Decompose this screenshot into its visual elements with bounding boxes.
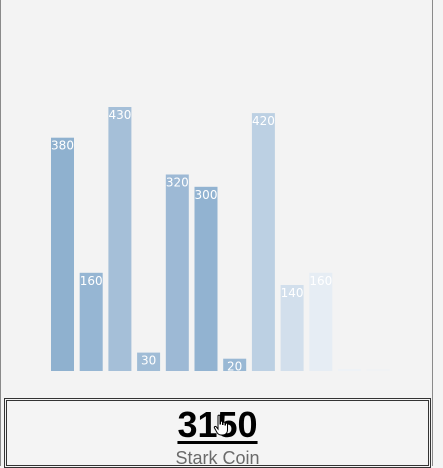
hand-pointer-icon: [213, 414, 228, 436]
bar-11[interactable]: [338, 369, 361, 371]
bar-3[interactable]: [108, 107, 132, 371]
bar-value-label: 160: [80, 274, 103, 288]
currency-label: Stark Coin: [175, 448, 260, 468]
bar-5[interactable]: [165, 174, 189, 372]
bar-value-label: 160: [309, 274, 332, 288]
bar-value-label: 320: [166, 176, 189, 190]
bar-7[interactable]: [223, 358, 247, 371]
bar-value-label: 430: [108, 108, 131, 122]
bar-8[interactable]: [251, 113, 275, 371]
bar-value-label: 380: [51, 139, 74, 153]
bar-chart: 380 160 430 30 320 300 20 420 140 160: [1, 0, 434, 395]
bar-value-label: 30: [141, 354, 156, 368]
bar-2[interactable]: [79, 272, 103, 371]
bar-6[interactable]: [194, 186, 218, 371]
bar-value-label: 420: [252, 114, 275, 128]
bar-9[interactable]: [280, 285, 304, 371]
bar-value-label: 140: [281, 286, 304, 300]
bar-value-label: 20: [227, 360, 242, 374]
bar-value-label: 300: [195, 188, 218, 202]
bar-chart-svg: 380 160 430 30 320 300 20 420 140 160: [51, 107, 390, 374]
bar-10[interactable]: [309, 272, 333, 371]
bar-1[interactable]: [51, 137, 74, 371]
bar-4[interactable]: [137, 352, 161, 371]
bar-12[interactable]: [366, 369, 390, 371]
